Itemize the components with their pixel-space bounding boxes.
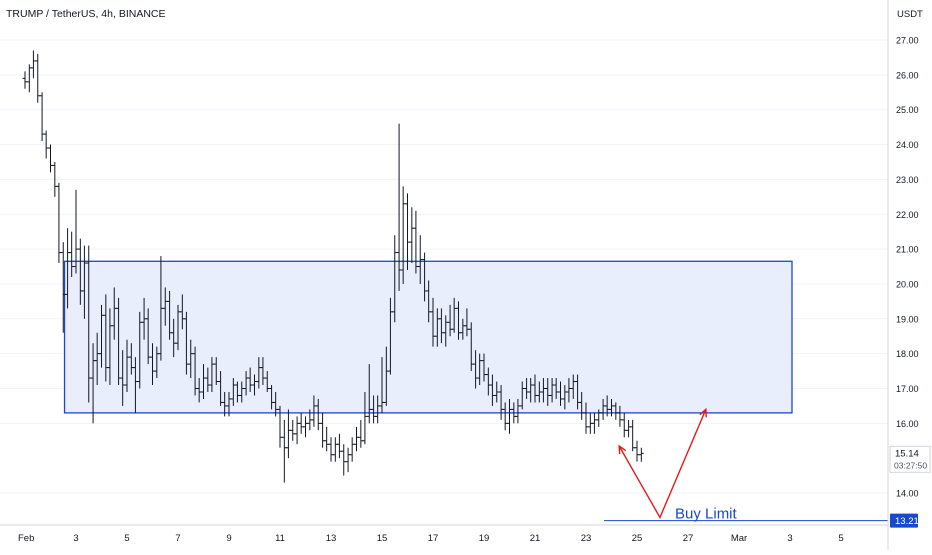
time-tick-label: 7 bbox=[175, 533, 180, 544]
time-tick-label: 3 bbox=[787, 533, 792, 544]
price-tick-label: 17.00 bbox=[896, 384, 919, 394]
time-tick-label: 9 bbox=[226, 533, 231, 544]
price-tick-label: 22.00 bbox=[896, 210, 919, 220]
price-tick-label: 25.00 bbox=[896, 105, 919, 115]
price-tick-label: 16.00 bbox=[896, 419, 919, 429]
price-bars bbox=[22, 50, 644, 483]
time-tick-label: 15 bbox=[377, 533, 388, 544]
time-tick-label: 23 bbox=[581, 533, 592, 544]
current-price-badge bbox=[889, 445, 931, 473]
symbol-title[interactable]: TRUMP / TetherUS, 4h, BINANCE bbox=[6, 8, 166, 20]
time-tick-label: 3 bbox=[73, 533, 78, 544]
time-tick-label: Feb bbox=[18, 533, 34, 544]
buy-limit-label: Buy Limit bbox=[675, 506, 738, 523]
current-price-value: 15.14 bbox=[895, 448, 919, 459]
time-tick-label: 5 bbox=[124, 533, 129, 544]
price-tick-label: 26.00 bbox=[896, 70, 919, 80]
time-tick-label: 21 bbox=[530, 533, 541, 544]
price-tick-label: 24.00 bbox=[896, 140, 919, 150]
projection-end-arrowhead bbox=[699, 407, 707, 418]
ohlc-bar bbox=[638, 447, 644, 462]
price-tick-label: 23.00 bbox=[896, 175, 919, 185]
time-tick-label: 5 bbox=[838, 533, 843, 544]
time-axis[interactable]: Feb 3 5 7 9 11 13 15 17 19 21 23 25 27 Mar 3 5 bbox=[18, 533, 844, 544]
buy-limit-price-value: 13.21 bbox=[895, 516, 919, 527]
projection-path bbox=[618, 409, 707, 520]
price-tick-label: 21.00 bbox=[896, 245, 919, 255]
price-tick-label: 18.00 bbox=[896, 349, 919, 359]
time-tick-label: 27 bbox=[683, 533, 694, 544]
price-tick-label: 14.00 bbox=[896, 489, 919, 499]
price-tick-label: 27.00 bbox=[896, 36, 919, 46]
time-tick-label: 25 bbox=[632, 533, 643, 544]
price-tick-label: 20.00 bbox=[896, 279, 919, 289]
currency-label: USDT bbox=[897, 9, 923, 20]
overlay-layer: Buy Limit bbox=[604, 407, 888, 523]
time-tick-label: 17 bbox=[428, 533, 439, 544]
price-tick-label: 19.00 bbox=[896, 314, 919, 324]
projection-start-arrowhead bbox=[618, 444, 627, 455]
time-tick-label: Mar bbox=[731, 533, 747, 544]
buy-limit-price-badge bbox=[890, 513, 918, 528]
price-scale[interactable]: 27.00 26.00 25.00 24.00 23.00 22.00 21.00 20.00… bbox=[896, 36, 919, 499]
bar-countdown: 03:27:50 bbox=[894, 460, 927, 470]
time-tick-label: 11 bbox=[275, 533, 285, 544]
time-tick-label: 19 bbox=[479, 533, 490, 544]
time-tick-label: 13 bbox=[326, 533, 337, 544]
